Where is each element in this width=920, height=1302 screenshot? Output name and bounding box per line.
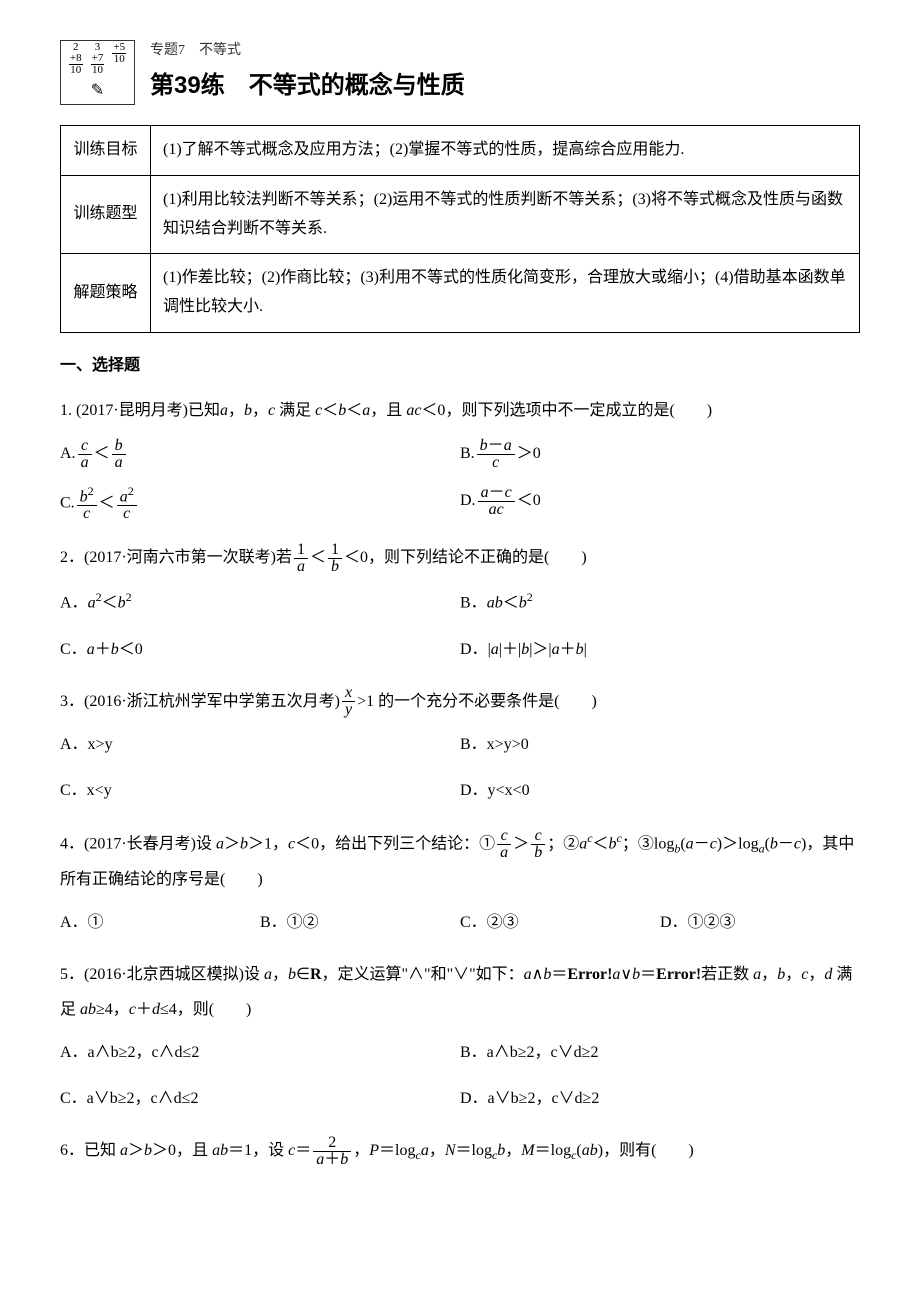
subject-line: 专题7 不等式 [150, 40, 860, 62]
row-label: 训练目标 [61, 126, 151, 176]
option-a: A．a∧b≥2，c∧d≤2 [60, 1033, 460, 1073]
option-c: C．x<y [60, 771, 460, 811]
question-2: 2．(2017·河南六市第一次联考)若1a＜1b＜0，则下列结论不正确的是( )… [60, 540, 860, 670]
option-b: B．a∧b≥2，c∨d≥2 [460, 1033, 860, 1073]
option-b: B．ab＜b2 [460, 581, 860, 623]
table-row: 训练目标 (1)了解不等式概念及应用方法；(2)掌握不等式的性质，提高综合应用能… [61, 126, 860, 176]
option-a: A.ca＜ba [60, 434, 460, 475]
option-d: D．①②③ [660, 903, 860, 943]
option-d: D．|a|＋|b|＞|a＋b| [460, 630, 860, 670]
info-table: 训练目标 (1)了解不等式概念及应用方法；(2)掌握不等式的性质，提高综合应用能… [60, 125, 860, 333]
question-5: 5．(2016·北京西城区模拟)设 a，b∈R，定义运算"∧"和"∨"如下：a∧… [60, 957, 860, 1119]
option-a: A．① [60, 903, 260, 943]
row-content: (1)作差比较；(2)作商比较；(3)利用不等式的性质化简变形，合理放大或缩小；… [151, 254, 860, 333]
row-label: 训练题型 [61, 175, 151, 254]
row-content: (1)了解不等式概念及应用方法；(2)掌握不等式的性质，提高综合应用能力. [151, 126, 860, 176]
option-b: B.b－ac＞0 [460, 434, 860, 475]
row-content: (1)利用比较法判断不等关系；(2)运用不等式的性质判断不等关系；(3)将不等式… [151, 175, 860, 254]
option-c: C．a∨b≥2，c∧d≤2 [60, 1079, 460, 1119]
question-1: 1. (2017·昆明月考)已知a，b，c 满足 c＜b＜a，且 ac＜0，则下… [60, 393, 860, 527]
option-d: D．a∨b≥2，c∨d≥2 [460, 1079, 860, 1119]
lesson-header: 2+810 3+710 +510 ✎ 专题7 不等式 第39练 不等式的概念与性… [60, 40, 860, 105]
option-c: C．a＋b＜0 [60, 630, 460, 670]
header-icon: 2+810 3+710 +510 ✎ [60, 40, 135, 105]
question-4: 4．(2017·长春月考)设 a＞b＞1，c＜0，给出下列三个结论：①ca＞cb… [60, 825, 860, 943]
lesson-title: 第39练 不等式的概念与性质 [150, 67, 860, 105]
section-heading: 一、选择题 [60, 353, 860, 379]
option-c: C．②③ [460, 903, 660, 943]
table-row: 解题策略 (1)作差比较；(2)作商比较；(3)利用不等式的性质化简变形，合理放… [61, 254, 860, 333]
option-d: D．y<x<0 [460, 771, 860, 811]
question-6: 6．已知 a＞b＞0，且 ab＝1，设 c＝2a＋b，P＝logca，N＝log… [60, 1133, 860, 1169]
option-a: A．a2＜b2 [60, 581, 460, 623]
doodle-icon: ✎ [91, 78, 104, 104]
option-b: B．x>y>0 [460, 725, 860, 765]
table-row: 训练题型 (1)利用比较法判断不等关系；(2)运用不等式的性质判断不等关系；(3… [61, 175, 860, 254]
question-3: 3．(2016·浙江杭州学军中学第五次月考)xy>1 的一个充分不必要条件是( … [60, 684, 860, 811]
option-b: B．①② [260, 903, 460, 943]
option-d: D.a－cac＜0 [460, 481, 860, 526]
row-label: 解题策略 [61, 254, 151, 333]
option-a: A．x>y [60, 725, 460, 765]
option-c: C.b2c＜a2c [60, 481, 460, 526]
